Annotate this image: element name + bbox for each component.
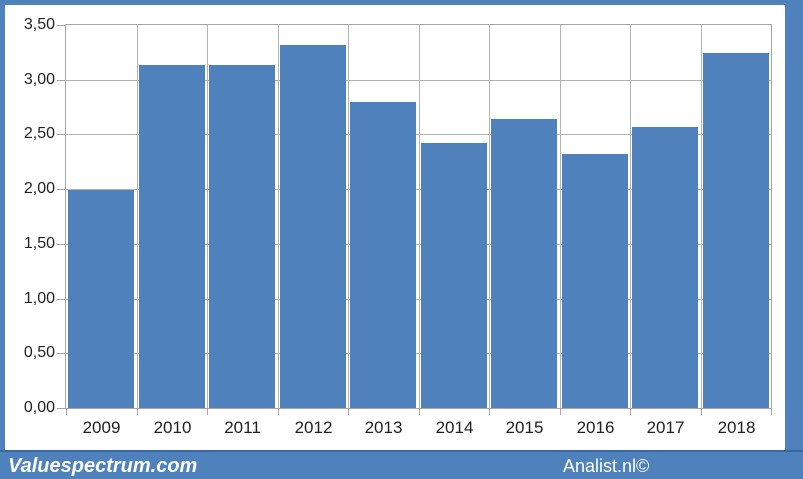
grid-line-vertical <box>701 25 702 408</box>
y-tick-mark <box>57 299 65 300</box>
grid-line-vertical <box>560 25 561 408</box>
y-tick-label: 3,50 <box>23 16 55 33</box>
grid-line-vertical <box>419 25 420 408</box>
y-tick-mark <box>57 25 65 26</box>
x-tick-mark <box>207 409 208 415</box>
x-tick-label: 2013 <box>364 418 403 437</box>
x-tick-mark <box>137 409 138 415</box>
x-tick-mark <box>348 409 349 415</box>
bar-2012 <box>280 45 346 408</box>
x-tick-mark <box>771 409 772 415</box>
y-tick-mark <box>57 80 65 81</box>
x-tick-mark <box>560 409 561 415</box>
grid-line-vertical <box>278 25 279 408</box>
x-tick-label: 2016 <box>576 418 615 437</box>
x-tick-mark <box>630 409 631 415</box>
bar-2018 <box>703 53 769 408</box>
y-tick-label: 0,00 <box>23 399 55 416</box>
grid-line-horizontal <box>66 134 771 135</box>
x-tick-label: 2014 <box>435 418 474 437</box>
y-tick-label: 0,50 <box>23 344 55 361</box>
grid-line-horizontal <box>66 353 771 354</box>
bar-2016 <box>562 154 628 408</box>
x-tick-mark <box>701 409 702 415</box>
bar-2017 <box>632 127 698 408</box>
grid-line-horizontal <box>66 244 771 245</box>
x-tick-label: 2017 <box>646 418 685 437</box>
x-tick-mark <box>278 409 279 415</box>
y-tick-mark <box>57 408 65 409</box>
grid-line-vertical <box>137 25 138 408</box>
grid-line-vertical <box>348 25 349 408</box>
bar-2014 <box>421 143 487 408</box>
bar-2015 <box>491 119 557 408</box>
y-tick-label: 2,50 <box>23 125 55 142</box>
x-tick-label: 2009 <box>82 418 121 437</box>
y-tick-mark <box>57 134 65 135</box>
chart-area: 0,00 0,50 1,00 1,50 2,00 2,50 3,00 3,50 2009 201… <box>5 5 785 450</box>
y-tick-label: 2,00 <box>23 180 55 197</box>
y-tick-mark <box>57 189 65 190</box>
grid-line-horizontal <box>66 80 771 81</box>
x-tick-mark <box>66 409 67 415</box>
y-tick-mark <box>57 244 65 245</box>
grid-line-vertical <box>207 25 208 408</box>
plot-area <box>65 24 772 409</box>
x-tick-label: 2018 <box>717 418 756 437</box>
x-tick-mark <box>489 409 490 415</box>
bar-2010 <box>139 65 205 408</box>
y-tick-label: 1,50 <box>23 235 55 252</box>
grid-line-vertical <box>489 25 490 408</box>
x-tick-mark <box>419 409 420 415</box>
grid-line-vertical <box>630 25 631 408</box>
x-tick-label: 2011 <box>224 418 261 437</box>
x-tick-label: 2012 <box>294 418 333 437</box>
watermark-valuespectrum: Valuespectrum.com <box>8 455 198 477</box>
y-tick-mark <box>57 353 65 354</box>
bar-2011 <box>209 65 275 408</box>
watermark-analist: Analist.nl© <box>563 456 650 476</box>
bar-2013 <box>350 102 416 408</box>
y-tick-label: 3,00 <box>23 71 55 88</box>
grid-line-horizontal <box>66 189 771 190</box>
y-tick-label: 1,00 <box>23 290 55 307</box>
footer-banner: Valuespectrum.com Analist.nl© <box>0 450 803 479</box>
bar-2009 <box>68 190 134 408</box>
grid-line-horizontal <box>66 299 771 300</box>
x-tick-label: 2015 <box>505 418 544 437</box>
x-tick-label: 2010 <box>153 418 192 437</box>
